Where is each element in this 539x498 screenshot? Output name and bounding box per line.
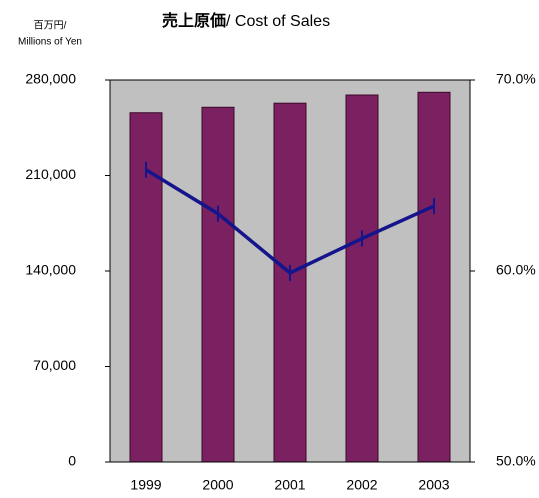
title-sub: / Cost of Sales xyxy=(226,13,330,30)
y-tick-label: 280,000 xyxy=(25,71,76,87)
x-tick-label: 2002 xyxy=(346,477,377,493)
y-tick-label: 70,000 xyxy=(33,357,76,373)
bar xyxy=(273,102,307,463)
y-tick-label: 0 xyxy=(68,453,76,469)
y2-tick-label: 50.0% xyxy=(496,453,536,469)
bar xyxy=(345,94,379,463)
y-label: 百万円/ xyxy=(34,20,67,32)
y-tick-label: 210,000 xyxy=(25,166,76,182)
x-tick-label: 2000 xyxy=(202,477,233,493)
x-tick-label: 2001 xyxy=(274,477,305,493)
bar xyxy=(417,91,451,463)
y-tick-label: 140,000 xyxy=(25,262,76,278)
plot-border xyxy=(109,79,471,463)
x-tick-label: 2003 xyxy=(418,477,449,493)
title-main: 売上原価 xyxy=(162,11,226,30)
bar xyxy=(201,106,235,463)
chart-title: 売上原価/ Cost of Sales xyxy=(162,11,330,30)
y-label: Millions of Yen xyxy=(18,37,82,48)
x-tick-label: 1999 xyxy=(130,477,161,493)
y2-tick-label: 60.0% xyxy=(496,262,536,278)
y2-tick-label: 70.0% xyxy=(496,71,536,87)
